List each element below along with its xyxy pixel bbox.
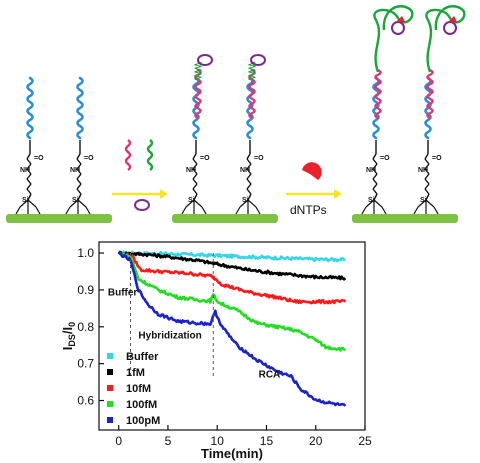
y-tick-label: 0.7 bbox=[77, 357, 94, 371]
svg-text:Si: Si bbox=[242, 197, 249, 204]
svg-text:NH: NH bbox=[186, 167, 196, 174]
legend-label: 10fM bbox=[126, 383, 151, 395]
legend-swatch bbox=[107, 401, 113, 407]
panel-2-probes bbox=[181, 54, 266, 215]
annotation: Buffer bbox=[108, 287, 138, 298]
annotation: RCA bbox=[259, 370, 281, 381]
x-tick-label: 0 bbox=[115, 434, 122, 448]
svg-text:NH: NH bbox=[70, 167, 80, 174]
annotation-layer: Buffer Hybridization RCA bbox=[108, 287, 280, 380]
annotation: Hybridization bbox=[138, 331, 201, 342]
legend-swatch bbox=[107, 417, 113, 423]
legend-label: 100pM bbox=[126, 415, 160, 427]
y-tick-label: 1.0 bbox=[77, 246, 94, 260]
y-tick-label: 0.6 bbox=[77, 394, 94, 408]
legend-label: 100fM bbox=[126, 399, 157, 411]
detection-scheme: =O =O =O =O =O =O NH NH NH NH NH NH Si S… bbox=[6, 5, 466, 223]
y-tick-label: 0.8 bbox=[77, 320, 94, 334]
legend-swatch bbox=[107, 385, 113, 391]
legend-label: 1fM bbox=[126, 367, 145, 379]
x-tick-label: 20 bbox=[309, 434, 323, 448]
enzyme-icon bbox=[448, 16, 457, 22]
marker-layer bbox=[130, 253, 214, 379]
legend-swatch bbox=[107, 353, 113, 359]
svg-text:=O: =O bbox=[254, 155, 264, 162]
circular-template bbox=[134, 199, 150, 211]
y-axis-label: IDS/I0 bbox=[60, 322, 77, 350]
svg-text:NH: NH bbox=[418, 167, 428, 174]
x-tick-label: 10 bbox=[211, 434, 225, 448]
arrow-2 bbox=[286, 189, 342, 199]
svg-text:=O: =O bbox=[84, 155, 94, 162]
svg-text:Si: Si bbox=[188, 197, 195, 204]
substrate-3 bbox=[352, 214, 458, 223]
reagent-label: dNTPs bbox=[290, 203, 327, 217]
legend-label: Buffer bbox=[126, 351, 159, 363]
y-tick-label: 0.9 bbox=[77, 283, 94, 297]
legend-swatch bbox=[107, 369, 113, 375]
enzyme-icon bbox=[302, 162, 322, 180]
arrow-1 bbox=[112, 189, 168, 199]
svg-text:=O: =O bbox=[34, 155, 44, 162]
linker-labels: =O =O =O =O =O =O NH NH NH NH NH NH Si S… bbox=[20, 155, 442, 204]
substrate-2 bbox=[172, 214, 278, 223]
plot-frame bbox=[98, 241, 366, 431]
x-tick-label: 15 bbox=[260, 434, 274, 448]
svg-text:Si: Si bbox=[72, 197, 79, 204]
svg-text:NH: NH bbox=[240, 167, 250, 174]
free-targets bbox=[124, 139, 154, 211]
current-chart: 0 5 10 15 20 25 0.6 0.7 0.8 0.9 1.0 Buffer Hybridiz… bbox=[60, 241, 372, 461]
panel-1-probes bbox=[15, 76, 91, 215]
series-line bbox=[118, 251, 346, 352]
svg-text:NH: NH bbox=[366, 167, 376, 174]
svg-text:Si: Si bbox=[22, 197, 29, 204]
svg-text:=O: =O bbox=[380, 155, 390, 162]
x-tick-label: 25 bbox=[358, 434, 372, 448]
svg-text:Si: Si bbox=[368, 197, 375, 204]
panel-3-probes bbox=[361, 5, 466, 215]
svg-text:NH: NH bbox=[20, 167, 30, 174]
legend: Buffer 1fM 10fM 100fM 100pM bbox=[107, 351, 160, 427]
series-layer bbox=[117, 250, 347, 407]
series-line bbox=[118, 251, 347, 305]
svg-text:Si: Si bbox=[420, 197, 427, 204]
svg-text:=O: =O bbox=[200, 155, 210, 162]
svg-text:=O: =O bbox=[432, 155, 442, 162]
x-axis-label: Time(min) bbox=[201, 446, 263, 461]
series-line bbox=[117, 251, 347, 407]
substrate-1 bbox=[6, 214, 112, 223]
x-tick-label: 5 bbox=[165, 434, 172, 448]
enzyme-icon bbox=[396, 16, 405, 22]
series-line bbox=[117, 250, 347, 281]
tick-layer: 0 5 10 15 20 25 0.6 0.7 0.8 0.9 1.0 bbox=[77, 246, 372, 448]
